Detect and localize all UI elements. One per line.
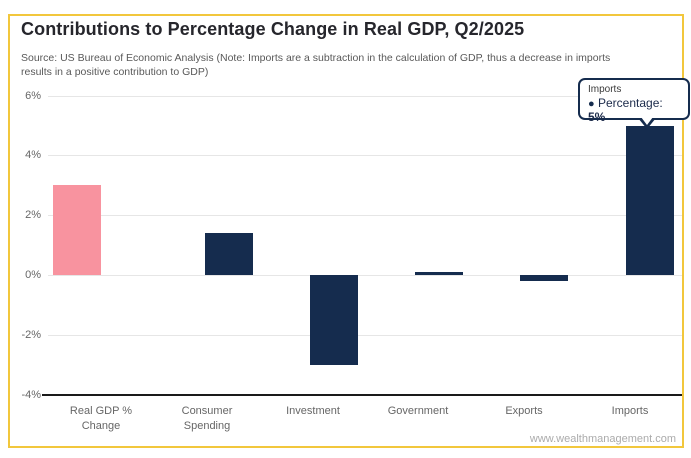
gridline: [48, 155, 682, 156]
bar-investment[interactable]: [309, 275, 358, 365]
x-axis-category-label: Imports: [611, 405, 649, 417]
y-axis-tick-label: 0%: [25, 269, 41, 281]
x-axis-category-label: Government: [387, 405, 449, 417]
chart-title: Contributions to Percentage Change in Re…: [21, 19, 525, 39]
tooltip: Imports ● Percentage: 5%: [578, 78, 690, 129]
bar-government[interactable]: [415, 272, 463, 275]
bar-exports[interactable]: [520, 275, 568, 281]
gdp-contributions-bar-chart: 6% 4% 2% 0% -2% -4% Real GDP % Change Consumer …: [10, 16, 682, 446]
x-axis-category-label: Real GDP % Change: [69, 405, 133, 432]
y-axis-tick-label: 6%: [25, 90, 41, 102]
gridline: [48, 335, 682, 336]
y-axis-tick-label: 4%: [25, 149, 41, 161]
gridline: [48, 215, 682, 216]
x-axis-category-label: Investment: [286, 405, 340, 417]
source-note: Source: US Bureau of Economic Analysis (…: [21, 52, 611, 78]
x-axis-category-label: Exports: [505, 405, 543, 417]
watermark: www.wealthmanagement.com: [529, 433, 676, 445]
tooltip-arrow-fill: [640, 117, 653, 125]
x-axis-category-label: Consumer Spending: [181, 405, 233, 432]
y-axis-tick-label: 2%: [25, 209, 41, 221]
bar-consumer-spending[interactable]: [204, 233, 253, 275]
y-axis-tick-label: -4%: [21, 389, 41, 401]
tooltip-bullet-icon: ●: [588, 98, 595, 110]
y-axis-tick-label: -2%: [21, 329, 41, 341]
tooltip-value-line: ● Percentage: 5%: [588, 96, 680, 124]
gridline: [48, 275, 682, 276]
bar-imports[interactable]: [625, 125, 674, 275]
tooltip-value: 5%: [588, 110, 606, 124]
x-axis-line: [42, 394, 682, 396]
tooltip-series-label: Percentage:: [598, 96, 663, 110]
gridline: [48, 96, 682, 97]
tooltip-category: Imports: [588, 84, 622, 95]
bar-real-gdp-change[interactable]: [53, 185, 101, 275]
chart-card: Contributions to Percentage Change in Re…: [8, 14, 690, 448]
